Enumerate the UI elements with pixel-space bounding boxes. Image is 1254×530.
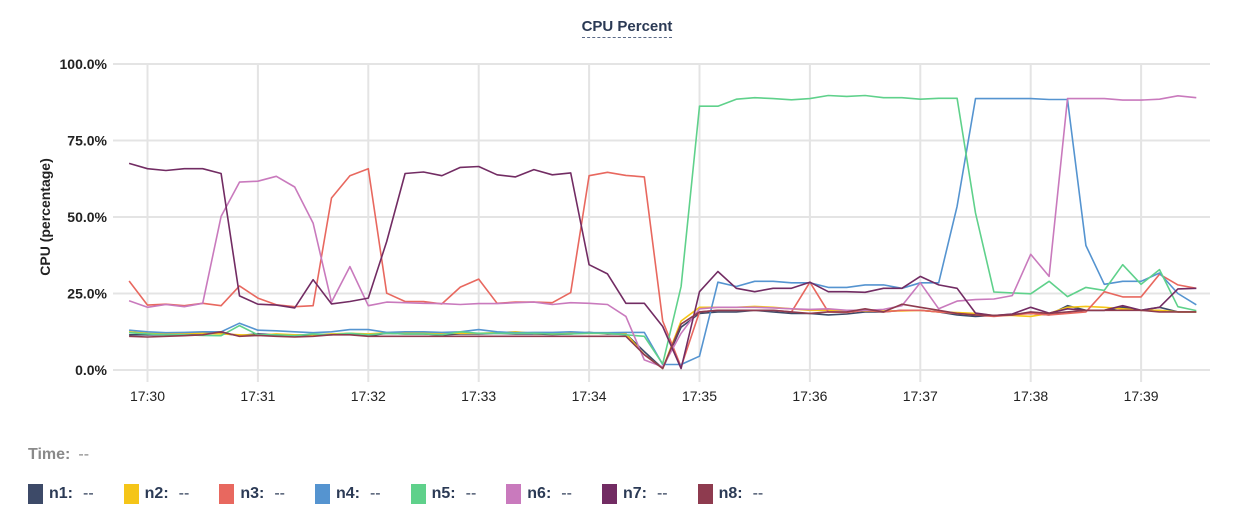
legend-value: -- <box>369 485 381 502</box>
series-line-n7 <box>128 162 1197 370</box>
legend-swatch <box>123 484 139 504</box>
legend-swatch <box>410 484 426 504</box>
legend-label: n6: <box>527 485 552 502</box>
legend-label: n7: <box>622 485 647 502</box>
x-tick-label: 17:32 <box>351 388 386 404</box>
x-tick-label: 17:38 <box>1013 388 1048 404</box>
legend-label: n4: <box>335 485 360 502</box>
x-tick-label: 17:34 <box>572 388 607 404</box>
legend-value: -- <box>752 485 764 502</box>
time-label: Time: <box>28 446 71 463</box>
legend-swatch <box>506 484 522 504</box>
chart-title[interactable]: CPU Percent <box>581 18 673 38</box>
x-tick-label: 17:36 <box>792 388 827 404</box>
legend-swatch <box>219 484 235 504</box>
legend-item-n2[interactable]: n2: -- <box>123 484 190 504</box>
chart-title-wrap: CPU Percent <box>0 18 1254 38</box>
y-tick-label: 75.0% <box>67 133 107 149</box>
x-tick-label: 17:31 <box>240 388 275 404</box>
legend-item-n7[interactable]: n7: -- <box>601 484 668 504</box>
legend-item-n4[interactable]: n4: -- <box>314 484 381 504</box>
y-axis-label: CPU (percentage) <box>37 158 53 275</box>
legend-label: n2: <box>144 485 169 502</box>
legend-value: -- <box>465 485 477 502</box>
x-tick-label: 17:33 <box>461 388 496 404</box>
legend-item-n6[interactable]: n6: -- <box>506 484 572 504</box>
legend-value: -- <box>83 485 94 502</box>
time-readout: Time: -- <box>28 446 89 464</box>
series-line-n8 <box>129 303 1197 370</box>
time-value: -- <box>78 446 90 463</box>
legend-label: n3: <box>240 485 265 502</box>
legend-value: -- <box>274 485 285 502</box>
x-tick-label: 17:35 <box>682 388 717 404</box>
legend-label: n1: <box>49 485 73 502</box>
x-tick-label: 17:30 <box>130 388 165 404</box>
legend-item-n5[interactable]: n5: -- <box>410 484 477 504</box>
legend-value: -- <box>178 485 190 502</box>
y-tick-label: 50.0% <box>67 209 107 225</box>
legend-swatch <box>314 484 330 504</box>
legend-swatch <box>697 484 713 504</box>
legend-swatch <box>28 484 43 504</box>
legend: n1: -- n2: -- n3: -- n4: -- n5: -- n6: -- n7: -- n8: -- <box>28 484 793 504</box>
legend-label: n8: <box>718 485 743 502</box>
series-line-n5 <box>129 94 1197 365</box>
legend-swatch <box>601 484 617 504</box>
legend-label: n5: <box>431 485 456 502</box>
y-tick-label: 25.0% <box>67 286 107 302</box>
legend-value: -- <box>561 485 572 502</box>
series-line-n4 <box>129 97 1197 366</box>
legend-item-n3[interactable]: n3: -- <box>219 484 285 504</box>
legend-value: -- <box>656 485 668 502</box>
x-tick-label: 17:37 <box>903 388 938 404</box>
y-tick-label: 100.0% <box>60 56 108 72</box>
legend-item-n8[interactable]: n8: -- <box>697 484 764 504</box>
x-tick-label: 17:39 <box>1124 388 1159 404</box>
legend-item-n1[interactable]: n1: -- <box>28 484 94 504</box>
y-tick-label: 0.0% <box>75 362 107 378</box>
